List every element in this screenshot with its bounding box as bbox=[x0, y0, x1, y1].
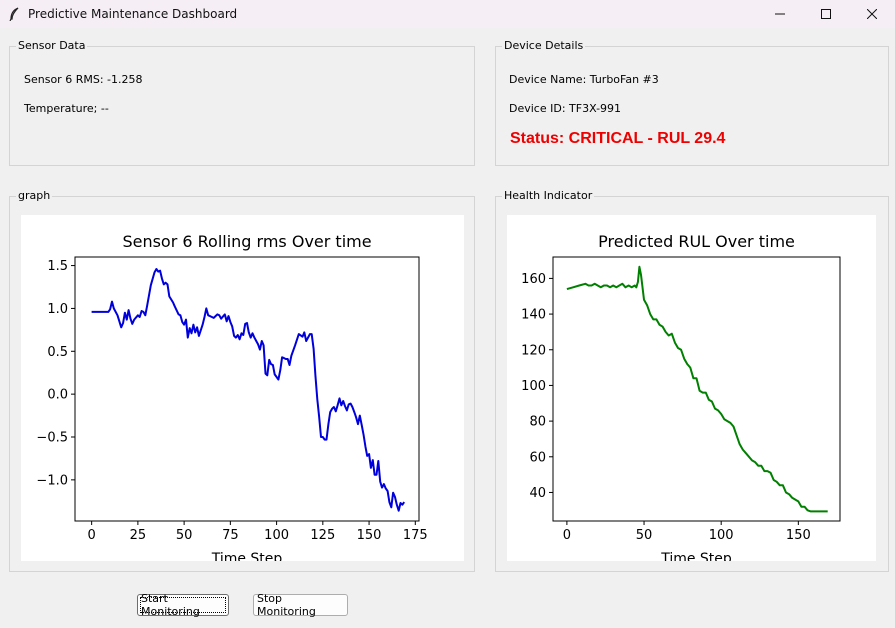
maximize-icon[interactable] bbox=[803, 0, 849, 28]
x-tick-label: 25 bbox=[130, 528, 147, 543]
y-tick-label: 120 bbox=[521, 343, 546, 358]
x-tick-label: 0 bbox=[563, 528, 571, 543]
sensor-data-frame: Sensor Data Sensor 6 RMS: -1.258 Tempera… bbox=[9, 39, 475, 166]
series-line bbox=[91, 268, 406, 512]
x-tick-label: 100 bbox=[264, 528, 289, 543]
sensor-rms-value: Sensor 6 RMS: -1.258 bbox=[24, 73, 143, 86]
graph-frame: graph Sensor 6 Rolling rms Over time 0 25 5… bbox=[9, 189, 475, 572]
y-tick-label: −1.0 bbox=[36, 473, 68, 488]
device-details-frame: Device Details Device Name: TurboFan #3 … bbox=[495, 39, 889, 166]
plot-area-frame bbox=[552, 256, 841, 522]
x-tick-label: 100 bbox=[709, 528, 734, 543]
y-tick-label: 160 bbox=[521, 272, 546, 287]
y-tick-label: −0.5 bbox=[36, 431, 68, 446]
x-tick-label: 150 bbox=[357, 528, 382, 543]
x-tick-label: 150 bbox=[786, 528, 811, 543]
plot-area-frame bbox=[74, 256, 420, 522]
x-axis-label: Time Step bbox=[660, 551, 732, 561]
close-icon[interactable] bbox=[849, 0, 895, 28]
y-tick-label: 140 bbox=[521, 308, 546, 323]
rul-chart: Predicted RUL Over time 0 50 100 150 40 60 80 10… bbox=[521, 232, 841, 561]
device-details-label: Device Details bbox=[502, 39, 586, 53]
y-tick-label: 1.0 bbox=[47, 302, 68, 317]
device-name-value: Device Name: TurboFan #3 bbox=[509, 73, 659, 86]
minimize-icon[interactable] bbox=[757, 0, 803, 28]
temperature-value: Temperature; -- bbox=[24, 102, 109, 115]
feather-icon bbox=[0, 0, 28, 28]
y-tick-label: 0.0 bbox=[47, 388, 68, 403]
x-tick-label: 50 bbox=[176, 528, 193, 543]
device-id-value: Device ID: TF3X-991 bbox=[509, 102, 622, 115]
x-tick-label: 175 bbox=[403, 528, 428, 543]
series-line bbox=[566, 265, 828, 513]
graph-frame-label: graph bbox=[16, 189, 53, 203]
chart-title: Predicted RUL Over time bbox=[598, 232, 795, 251]
sensor-data-label: Sensor Data bbox=[16, 39, 88, 53]
x-tick-label: 50 bbox=[636, 528, 653, 543]
health-indicator-frame: Health Indicator Predicted RUL Over time… bbox=[495, 189, 889, 572]
y-tick-label: 80 bbox=[529, 415, 546, 430]
y-tick-label: 1.5 bbox=[47, 259, 68, 274]
stop-monitoring-button[interactable]: Stop Monitoring bbox=[253, 592, 348, 618]
y-tick-label: 100 bbox=[521, 379, 546, 394]
rul-chart-canvas: Predicted RUL Over time 0 50 100 150 40 60 80 10… bbox=[507, 215, 876, 561]
y-tick-label: 0.5 bbox=[47, 345, 68, 360]
x-tick-label: 125 bbox=[310, 528, 335, 543]
window-title: Predictive Maintenance Dashboard bbox=[28, 7, 238, 21]
x-tick-label: 0 bbox=[88, 528, 96, 543]
y-tick-label: 40 bbox=[529, 486, 546, 501]
health-indicator-label: Health Indicator bbox=[502, 189, 595, 203]
x-axis-label: Time Step bbox=[211, 551, 283, 561]
sensor-chart-canvas: Sensor 6 Rolling rms Over time 0 25 50 75 100… bbox=[21, 215, 464, 561]
y-tick-label: 60 bbox=[529, 450, 546, 465]
status-value: Status: CRITICAL - RUL 29.4 bbox=[510, 130, 726, 147]
title-bar: Predictive Maintenance Dashboard bbox=[0, 0, 895, 28]
sensor-rms-chart: Sensor 6 Rolling rms Over time 0 25 50 75 100… bbox=[36, 232, 428, 561]
start-monitoring-button[interactable]: Start Monitoring bbox=[137, 592, 229, 618]
x-tick-label: 75 bbox=[222, 528, 239, 543]
chart-title: Sensor 6 Rolling rms Over time bbox=[122, 232, 371, 251]
